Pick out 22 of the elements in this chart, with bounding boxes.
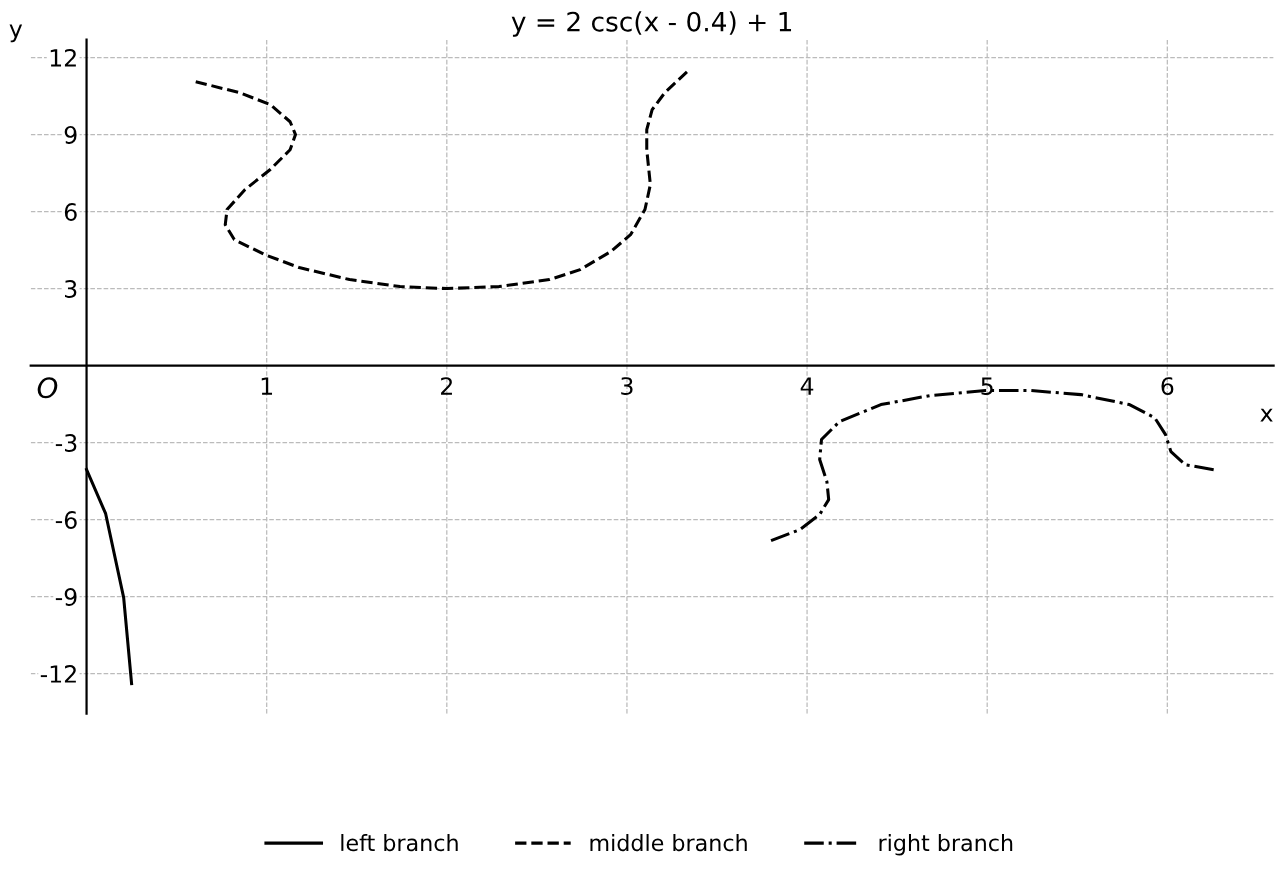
y-tick-label: -12 <box>40 665 76 683</box>
x-tick-label: 1 <box>261 377 273 395</box>
y-tick-label: 6 <box>64 203 77 221</box>
legend-label: middle branch <box>590 834 747 852</box>
y-tick-label: -6 <box>55 511 77 529</box>
line-series <box>194 69 690 291</box>
y-tick-label: -3 <box>55 434 77 452</box>
x-tick-label: 3 <box>621 377 633 395</box>
chart-title: y = 2 csc(x - 0.4) + 1 <box>511 11 792 37</box>
x-tick-label: 5 <box>981 377 993 395</box>
legend-label: left branch <box>341 834 458 852</box>
annotation: O <box>37 377 58 399</box>
y-tick-label: 12 <box>50 49 76 67</box>
y-tick-label: 9 <box>64 126 77 144</box>
x-tick-label: 2 <box>441 377 452 395</box>
legend-label: right branch <box>879 834 1013 856</box>
x-axis-title: x <box>1260 408 1273 422</box>
x-tick-label: 4 <box>800 377 814 395</box>
y-tick-label: -9 <box>55 588 77 606</box>
y-axis-title: y <box>9 24 23 43</box>
y-tick-label: 3 <box>65 280 77 298</box>
x-tick-label: 6 <box>1161 377 1174 395</box>
